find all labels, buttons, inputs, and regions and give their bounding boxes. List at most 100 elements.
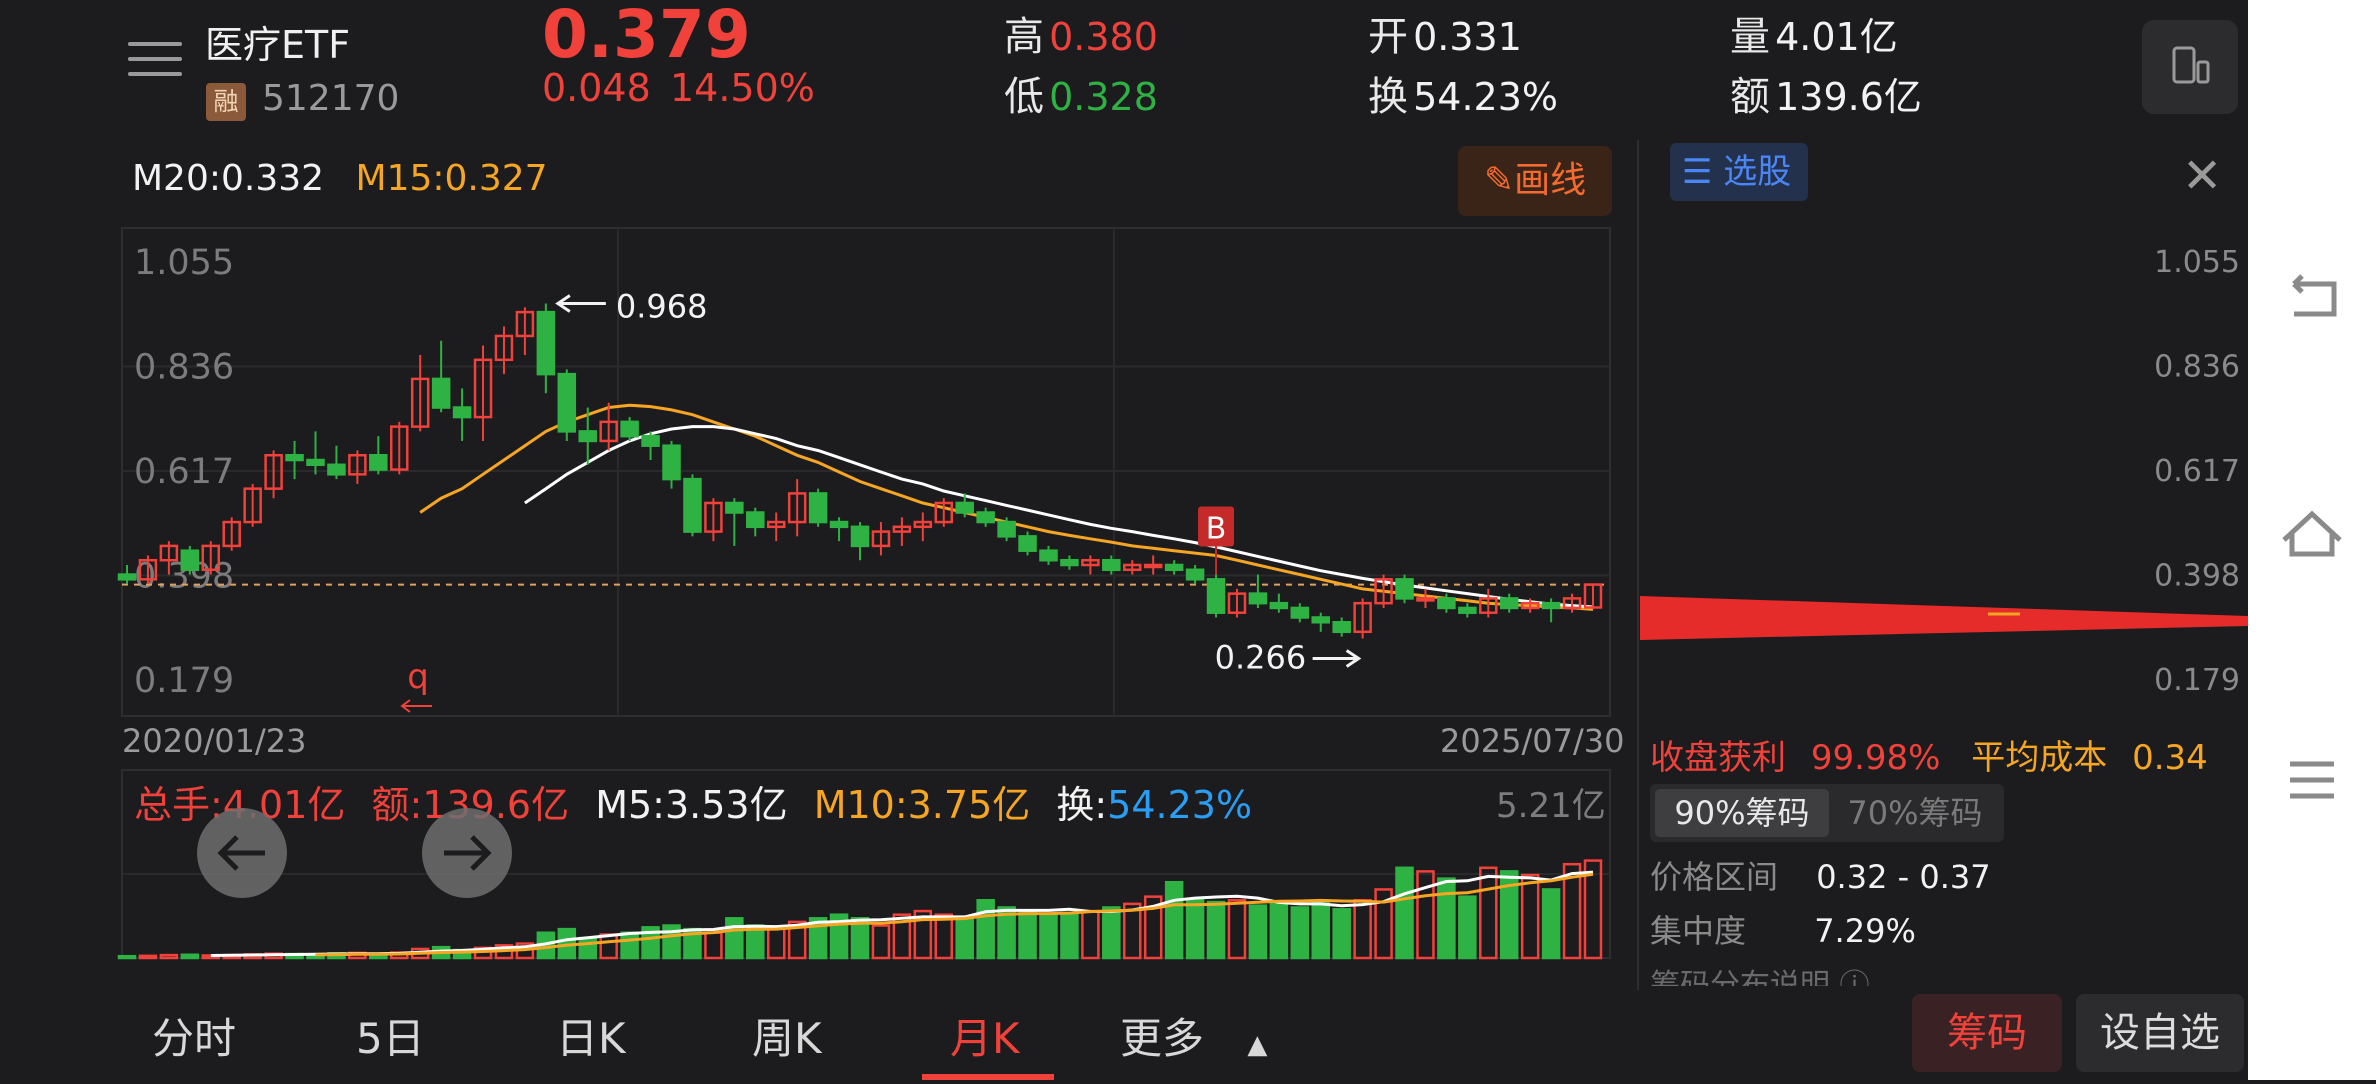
candle-body	[1164, 563, 1184, 572]
chip-y-tick-label: 1.055	[2154, 245, 2240, 280]
candle-body	[201, 544, 221, 572]
landscape-toggle-button[interactable]	[2142, 20, 2238, 114]
avg-cost-label: 平均成本	[1971, 738, 2108, 778]
candle-body	[808, 492, 828, 524]
add-watchlist-button[interactable]: 设自选	[2076, 994, 2244, 1072]
stock-screener-button[interactable]: ☰ 选股	[1670, 143, 1808, 201]
ma20-line	[524, 425, 1594, 609]
vol-turnover-label: 换:	[1056, 783, 1108, 827]
candle-body	[1123, 563, 1142, 572]
candle-body	[1437, 597, 1456, 610]
candle-body	[452, 406, 472, 419]
volume-bar	[1143, 895, 1163, 960]
amount-stat: 额 139.6亿	[1730, 64, 1922, 122]
draw-line-label: 画线	[1514, 160, 1587, 201]
tab-intraday[interactable]: 分时	[152, 1014, 237, 1063]
volume-bar	[578, 936, 597, 960]
candle-body	[1269, 601, 1289, 610]
volume-bar	[725, 917, 744, 960]
active-tab-indicator	[922, 1074, 1054, 1080]
candle-body	[746, 511, 765, 529]
tab-monthly-k[interactable]: 月K	[950, 1014, 1020, 1063]
home-icon	[2282, 510, 2342, 557]
candle-body	[704, 501, 723, 533]
candle-body	[431, 377, 451, 409]
volume-bar	[913, 909, 933, 960]
ma15-label: M15:0.327	[355, 158, 548, 199]
candle-body	[243, 487, 262, 524]
candle-body	[1520, 601, 1540, 610]
volume-bar	[976, 899, 995, 960]
draw-line-button[interactable]: ✎画线	[1458, 146, 1612, 216]
start-date: 2020/01/23	[122, 722, 307, 760]
volume-bar	[117, 954, 137, 960]
candle-body	[599, 420, 618, 443]
scroll-right-button[interactable]	[422, 808, 512, 898]
chip-button[interactable]: 筹码	[1912, 994, 2062, 1072]
arrow-left-icon	[217, 835, 265, 871]
volume-bar	[599, 933, 618, 960]
y-tick-label: 1.055	[134, 243, 234, 283]
candle-body	[117, 573, 137, 581]
tab-90-chip[interactable]: 90%筹码	[1655, 789, 1829, 837]
chip-explanation-link[interactable]: 筹码分布说明 ⓘ	[1650, 960, 1870, 986]
candle-body	[1206, 578, 1226, 614]
chip-distribution-shape	[1640, 596, 2248, 640]
turnover-label: 换	[1368, 74, 1408, 120]
volume-bar	[620, 931, 639, 960]
candle-body	[976, 511, 995, 524]
amount-value: 139.6亿	[1775, 75, 1922, 119]
tab-weekly-k[interactable]: 周K	[752, 1014, 822, 1063]
candle-body	[138, 558, 158, 581]
menu-icon[interactable]	[128, 42, 182, 86]
volume-label: 量	[1730, 14, 1770, 60]
candle-body	[473, 358, 493, 419]
volume-bar	[1541, 888, 1561, 960]
candle-body	[306, 458, 325, 467]
volume-bar	[1479, 866, 1498, 960]
recents-icon	[2290, 761, 2334, 799]
candle-body	[1060, 558, 1079, 567]
candle-body	[787, 492, 807, 524]
buy-marker-label: B	[1206, 512, 1227, 547]
volume-bar	[1164, 880, 1184, 960]
price-range-value: 0.32 - 0.37	[1816, 858, 1991, 896]
volume-bar	[704, 931, 723, 960]
tab-more[interactable]: 更多 ▲	[1120, 1005, 1267, 1066]
stock-screener-label: 选股	[1723, 152, 1792, 192]
price-change-pct: 14.50%	[670, 66, 815, 110]
volume-bar	[1437, 877, 1456, 960]
candle-body	[1185, 568, 1205, 581]
ma-legend: M20:0.332 M15:0.327	[132, 158, 548, 199]
volume-bar	[1520, 873, 1540, 960]
chip-y-tick-label: 0.617	[2154, 454, 2240, 489]
candle-body	[871, 530, 891, 548]
vol-m10: M10:3.75亿	[813, 783, 1031, 827]
help-icon: ⓘ	[1839, 968, 1870, 986]
candle-body	[1479, 597, 1498, 614]
volume-bar	[1185, 899, 1205, 960]
volume-bar	[1018, 909, 1037, 960]
tab-daily-k[interactable]: 日K	[556, 1014, 626, 1063]
chip-y-tick-label: 0.179	[2154, 663, 2240, 698]
close-icon[interactable]: ✕	[2182, 148, 2223, 204]
open-label: 开	[1368, 14, 1408, 60]
rotate-device-icon	[2172, 46, 2210, 84]
volume-bar	[1102, 906, 1121, 960]
q-marker-arrow	[400, 699, 432, 713]
tab-70-chip[interactable]: 70%筹码	[1847, 794, 1983, 832]
volume-bar	[1311, 900, 1330, 960]
candle-body	[159, 544, 179, 562]
candle-body	[390, 425, 409, 471]
scroll-left-button[interactable]	[197, 808, 287, 898]
amount-label: 额	[1730, 74, 1770, 120]
volume-bar	[1332, 908, 1351, 960]
volume-bar	[662, 924, 681, 960]
tab-5day[interactable]: 5日	[356, 1014, 425, 1063]
volume-axis-max: 5.21亿	[1496, 786, 1606, 826]
price-range-row: 价格区间 0.32 - 0.37	[1650, 852, 1991, 898]
volume-bar	[180, 953, 200, 960]
profit-value: 99.98%	[1810, 738, 1941, 778]
q-marker-label: q	[407, 657, 429, 697]
